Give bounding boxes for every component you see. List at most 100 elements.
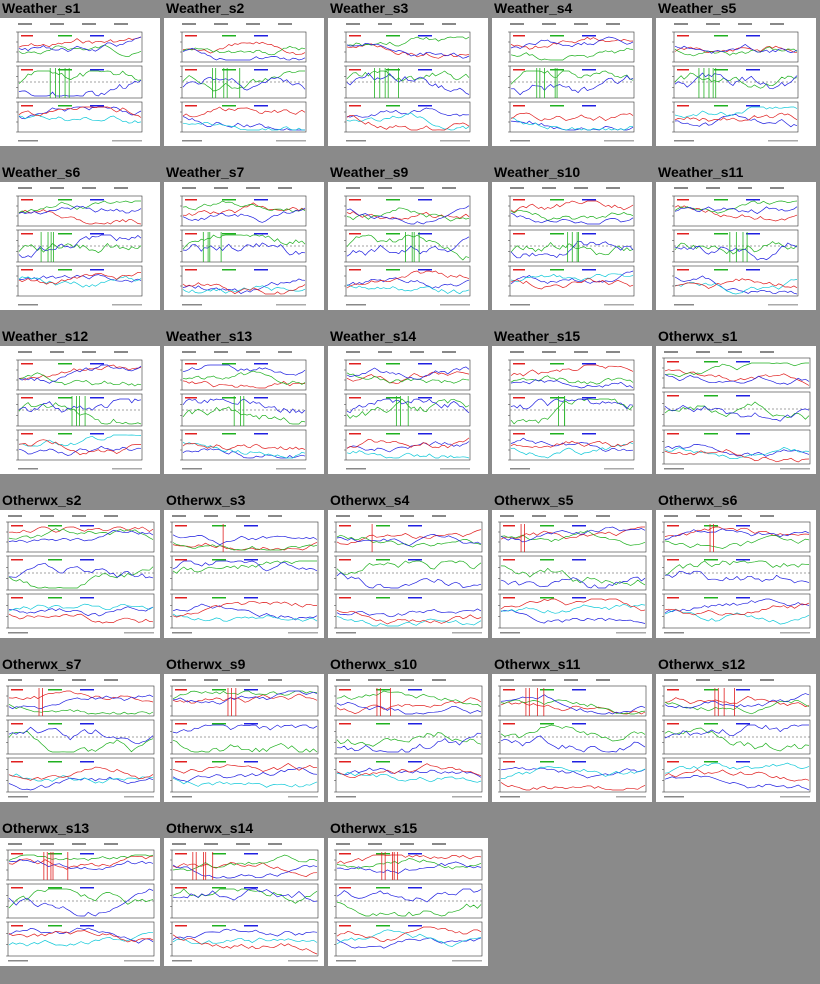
- thumbnail-title[interactable]: Weather_s3: [330, 0, 409, 16]
- thumbnail-image[interactable]: [164, 182, 324, 310]
- thumbnail-card[interactable]: Otherwx_s6: [656, 492, 816, 656]
- thumbnail-plot-graphic: [662, 679, 811, 798]
- thumbnail-plot-graphic: [170, 515, 319, 634]
- thumbnail-image[interactable]: [656, 674, 816, 802]
- thumbnail-image[interactable]: [492, 510, 652, 638]
- thumbnail-card[interactable]: Otherwx_s14: [164, 820, 324, 984]
- thumbnail-title[interactable]: Weather_s10: [494, 164, 581, 180]
- thumbnail-title[interactable]: Otherwx_s10: [330, 656, 418, 672]
- thumbnail-title[interactable]: Weather_s2: [166, 0, 245, 16]
- thumbnail-title[interactable]: Otherwx_s15: [330, 820, 418, 836]
- thumbnail-plot-graphic: [344, 187, 471, 306]
- thumbnail-title[interactable]: Otherwx_s1: [658, 328, 738, 344]
- thumbnail-card[interactable]: Weather_s9: [328, 164, 488, 328]
- thumbnail-title[interactable]: Weather_s12: [2, 328, 89, 344]
- thumbnail-card[interactable]: Otherwx_s1: [656, 328, 816, 492]
- thumbnail-image[interactable]: [164, 18, 324, 146]
- thumbnail-image[interactable]: [328, 838, 488, 966]
- thumbnail-card[interactable]: Weather_s12: [0, 328, 160, 492]
- thumbnail-image[interactable]: [164, 346, 324, 474]
- thumbnail-image[interactable]: [656, 182, 816, 310]
- thumbnail-card[interactable]: Otherwx_s12: [656, 656, 816, 820]
- thumbnail-plot-graphic: [16, 351, 143, 470]
- thumbnail-image[interactable]: [164, 510, 324, 638]
- thumbnail-card[interactable]: Weather_s3: [328, 0, 488, 164]
- thumbnail-image[interactable]: [0, 346, 160, 474]
- thumbnail-image[interactable]: [328, 510, 488, 638]
- thumbnail-title[interactable]: Otherwx_s9: [166, 656, 246, 672]
- thumbnail-title[interactable]: Otherwx_s11: [494, 656, 581, 672]
- thumbnail-image[interactable]: [328, 674, 488, 802]
- thumbnail-image[interactable]: [0, 510, 160, 638]
- thumbnail-title[interactable]: Otherwx_s4: [330, 492, 410, 508]
- thumbnail-card[interactable]: Otherwx_s9: [164, 656, 324, 820]
- thumbnail-card[interactable]: Otherwx_s11: [492, 656, 652, 820]
- thumbnail-card[interactable]: Otherwx_s2: [0, 492, 160, 656]
- thumbnail-title[interactable]: Weather_s5: [658, 0, 737, 16]
- thumbnail-card[interactable]: Weather_s14: [328, 328, 488, 492]
- thumbnail-image[interactable]: [492, 346, 652, 474]
- thumbnail-title[interactable]: Otherwx_s12: [658, 656, 746, 672]
- thumbnail-plot-graphic: [672, 23, 799, 142]
- thumbnail-card[interactable]: Otherwx_s4: [328, 492, 488, 656]
- thumbnail-plot-graphic: [170, 843, 319, 962]
- thumbnail-title[interactable]: Weather_s4: [494, 0, 573, 16]
- thumbnail-card[interactable]: Weather_s7: [164, 164, 324, 328]
- thumbnail-card[interactable]: Otherwx_s7: [0, 656, 160, 820]
- thumbnail-plot-graphic: [6, 679, 155, 798]
- thumbnail-image[interactable]: [0, 838, 160, 966]
- thumbnail-image[interactable]: [328, 346, 488, 474]
- thumbnail-title[interactable]: Otherwx_s2: [2, 492, 82, 508]
- thumbnail-plot-graphic: [672, 187, 799, 306]
- thumbnail-card[interactable]: Otherwx_s10: [328, 656, 488, 820]
- thumbnail-title[interactable]: Otherwx_s5: [494, 492, 574, 508]
- thumbnail-plot-graphic: [170, 679, 319, 798]
- thumbnail-plot-graphic: [508, 187, 635, 306]
- thumbnail-card[interactable]: Otherwx_s3: [164, 492, 324, 656]
- thumbnail-card[interactable]: Weather_s11: [656, 164, 816, 328]
- thumbnail-card[interactable]: Otherwx_s5: [492, 492, 652, 656]
- thumbnail-title[interactable]: Weather_s1: [2, 0, 81, 16]
- thumbnail-image[interactable]: [328, 18, 488, 146]
- thumbnail-plot-graphic: [334, 679, 483, 798]
- thumbnail-image[interactable]: [656, 18, 816, 146]
- thumbnail-image[interactable]: [164, 838, 324, 966]
- thumbnail-title[interactable]: Otherwx_s14: [166, 820, 254, 836]
- thumbnail-title[interactable]: Weather_s11: [658, 164, 744, 180]
- thumbnail-card[interactable]: Weather_s13: [164, 328, 324, 492]
- thumbnail-title[interactable]: Weather_s15: [494, 328, 581, 344]
- thumbnail-image[interactable]: [0, 182, 160, 310]
- thumbnail-plot-graphic: [344, 23, 471, 142]
- thumbnail-image[interactable]: [0, 674, 160, 802]
- thumbnail-title[interactable]: Weather_s9: [330, 164, 409, 180]
- thumbnail-card[interactable]: Otherwx_s15: [328, 820, 488, 984]
- thumbnail-plot-graphic: [180, 187, 307, 306]
- thumbnail-card[interactable]: Weather_s1: [0, 0, 160, 164]
- thumbnail-image[interactable]: [656, 346, 816, 474]
- thumbnail-plot-graphic: [508, 23, 635, 142]
- thumbnail-image[interactable]: [492, 674, 652, 802]
- thumbnail-card[interactable]: Weather_s4: [492, 0, 652, 164]
- thumbnail-title[interactable]: Otherwx_s6: [658, 492, 738, 508]
- thumbnail-title[interactable]: Otherwx_s7: [2, 656, 82, 672]
- thumbnail-plot-graphic: [6, 515, 155, 634]
- thumbnail-card[interactable]: Weather_s15: [492, 328, 652, 492]
- thumbnail-title[interactable]: Otherwx_s3: [166, 492, 246, 508]
- thumbnail-card[interactable]: Weather_s2: [164, 0, 324, 164]
- thumbnail-title[interactable]: Weather_s13: [166, 328, 253, 344]
- thumbnail-image[interactable]: [164, 674, 324, 802]
- thumbnail-card[interactable]: Weather_s5: [656, 0, 816, 164]
- thumbnail-title[interactable]: Weather_s14: [330, 328, 417, 344]
- thumbnail-image[interactable]: [656, 510, 816, 638]
- thumbnail-image[interactable]: [328, 182, 488, 310]
- thumbnail-image[interactable]: [0, 18, 160, 146]
- thumbnail-title[interactable]: Weather_s6: [2, 164, 81, 180]
- thumbnail-title[interactable]: Otherwx_s13: [2, 820, 90, 836]
- thumbnail-image[interactable]: [492, 182, 652, 310]
- thumbnail-card[interactable]: Weather_s10: [492, 164, 652, 328]
- thumbnail-card[interactable]: Weather_s6: [0, 164, 160, 328]
- thumbnail-image[interactable]: [492, 18, 652, 146]
- thumbnail-card[interactable]: Otherwx_s13: [0, 820, 160, 984]
- thumbnail-title[interactable]: Weather_s7: [166, 164, 245, 180]
